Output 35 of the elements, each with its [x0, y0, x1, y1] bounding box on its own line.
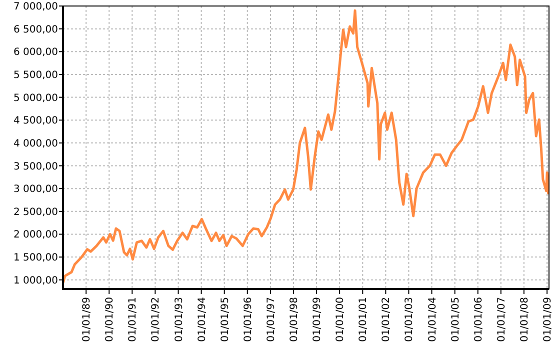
- x-tick-label: 01/01/01: [358, 297, 370, 342]
- x-tick-label: 01/01/92: [150, 297, 162, 342]
- y-tick-label: 4 000,00: [13, 138, 58, 150]
- y-tick-label: 6 000,00: [13, 47, 58, 58]
- x-tick-label: 01/01/08: [519, 297, 530, 342]
- x-tick-label: 01/01/09: [542, 297, 554, 342]
- x-tick-label: 01/01/97: [266, 297, 277, 342]
- x-tick-label: 01/01/04: [427, 297, 438, 342]
- x-tick-label: 01/01/89: [82, 297, 93, 342]
- x-tick-label: 01/01/03: [404, 297, 416, 342]
- x-tick-label: 01/01/99: [312, 297, 324, 342]
- y-tick-label: 1 000,00: [13, 275, 58, 286]
- x-tick-label: 01/01/94: [196, 297, 208, 342]
- y-tick-label: 6 500,00: [13, 24, 58, 36]
- y-tick-label: 3 500,00: [13, 161, 58, 172]
- y-tick-label: 5 500,00: [13, 70, 58, 81]
- x-tick-label: 01/01/07: [496, 297, 508, 342]
- x-tick-label: 01/01/02: [381, 297, 392, 342]
- x-tick-label: 01/01/91: [128, 297, 139, 342]
- x-tick-label: 01/01/98: [289, 297, 300, 342]
- x-tick-label: 01/01/93: [174, 297, 185, 342]
- y-tick-label: 3 000,00: [13, 184, 58, 196]
- x-tick-label: 01/01/90: [104, 297, 116, 342]
- x-tick-label: 01/01/95: [220, 297, 231, 342]
- line-series: [62, 9, 550, 284]
- y-tick-label: 2 500,00: [13, 206, 58, 218]
- y-tick-label: 1 500,00: [13, 252, 58, 264]
- y-tick-label: 5 000,00: [13, 92, 58, 104]
- x-tick-label: 01/01/00: [335, 297, 346, 342]
- x-tick-label: 01/01/05: [450, 297, 462, 342]
- y-tick-label: 4 500,00: [13, 116, 58, 127]
- y-tick-label: 2 000,00: [13, 230, 58, 241]
- y-tick-label: 7 000,00: [13, 2, 58, 12]
- x-tick-label: 01/01/06: [473, 297, 484, 342]
- x-tick-label: 01/01/96: [242, 297, 254, 342]
